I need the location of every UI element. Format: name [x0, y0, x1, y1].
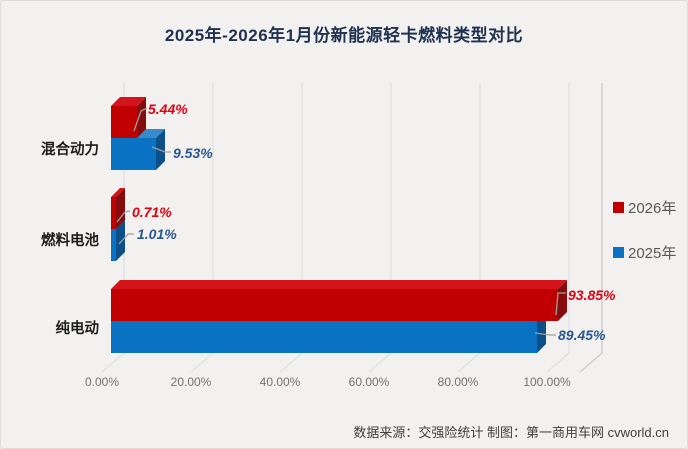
category-label-fuel-cell: 燃料电池 [41, 233, 99, 249]
x-tick-40: 40.00% [259, 375, 301, 389]
chart-title: 2025年-2026年1月份新能源轻卡燃料类型对比 [164, 26, 524, 45]
x-tick-20: 20.00% [170, 375, 212, 389]
value-label-2026-fuel-cell: 0.71% [132, 204, 172, 220]
legend-label-2025: 2025年 [628, 245, 677, 262]
category-label-pure-electric: 纯电动 [55, 321, 100, 337]
legend-swatch-2026 [613, 202, 624, 213]
legend: 2026年 2025年 [613, 197, 676, 287]
x-tick-0: 0.00% [84, 375, 120, 389]
bar-2025-fuel-cell [111, 229, 116, 261]
x-tick-60: 60.00% [348, 375, 390, 389]
value-label-2026-hybrid: 5.44% [148, 101, 188, 117]
bar-2025-hybrid [111, 138, 157, 170]
value-label-2025-fuel-cell: 1.01% [137, 226, 177, 242]
value-label-2026-pure-electric: 93.85% [568, 287, 616, 303]
legend-label-2026: 2026年 [628, 200, 677, 217]
value-label-2025-hybrid: 9.53% [173, 145, 213, 161]
category-label-hybrid: 混合动力 [41, 142, 99, 158]
bar-2026-pure-electric [111, 289, 558, 321]
legend-item-2025: 2025年 [613, 242, 676, 263]
bar-2025-pure-electric [111, 321, 537, 353]
value-label-2025-pure-electric: 89.45% [558, 327, 606, 343]
legend-swatch-2025 [613, 247, 624, 258]
source-note: 数据来源：交强险统计 制图：第一商用车网 cvworld.cn [353, 425, 669, 440]
bar-2026-fuel-cell [111, 197, 116, 229]
x-tick-80: 80.00% [437, 375, 479, 389]
x-tick-100: 100.00% [523, 375, 571, 389]
legend-item-2026: 2026年 [613, 197, 676, 218]
bar-2026-hybrid [111, 106, 137, 138]
